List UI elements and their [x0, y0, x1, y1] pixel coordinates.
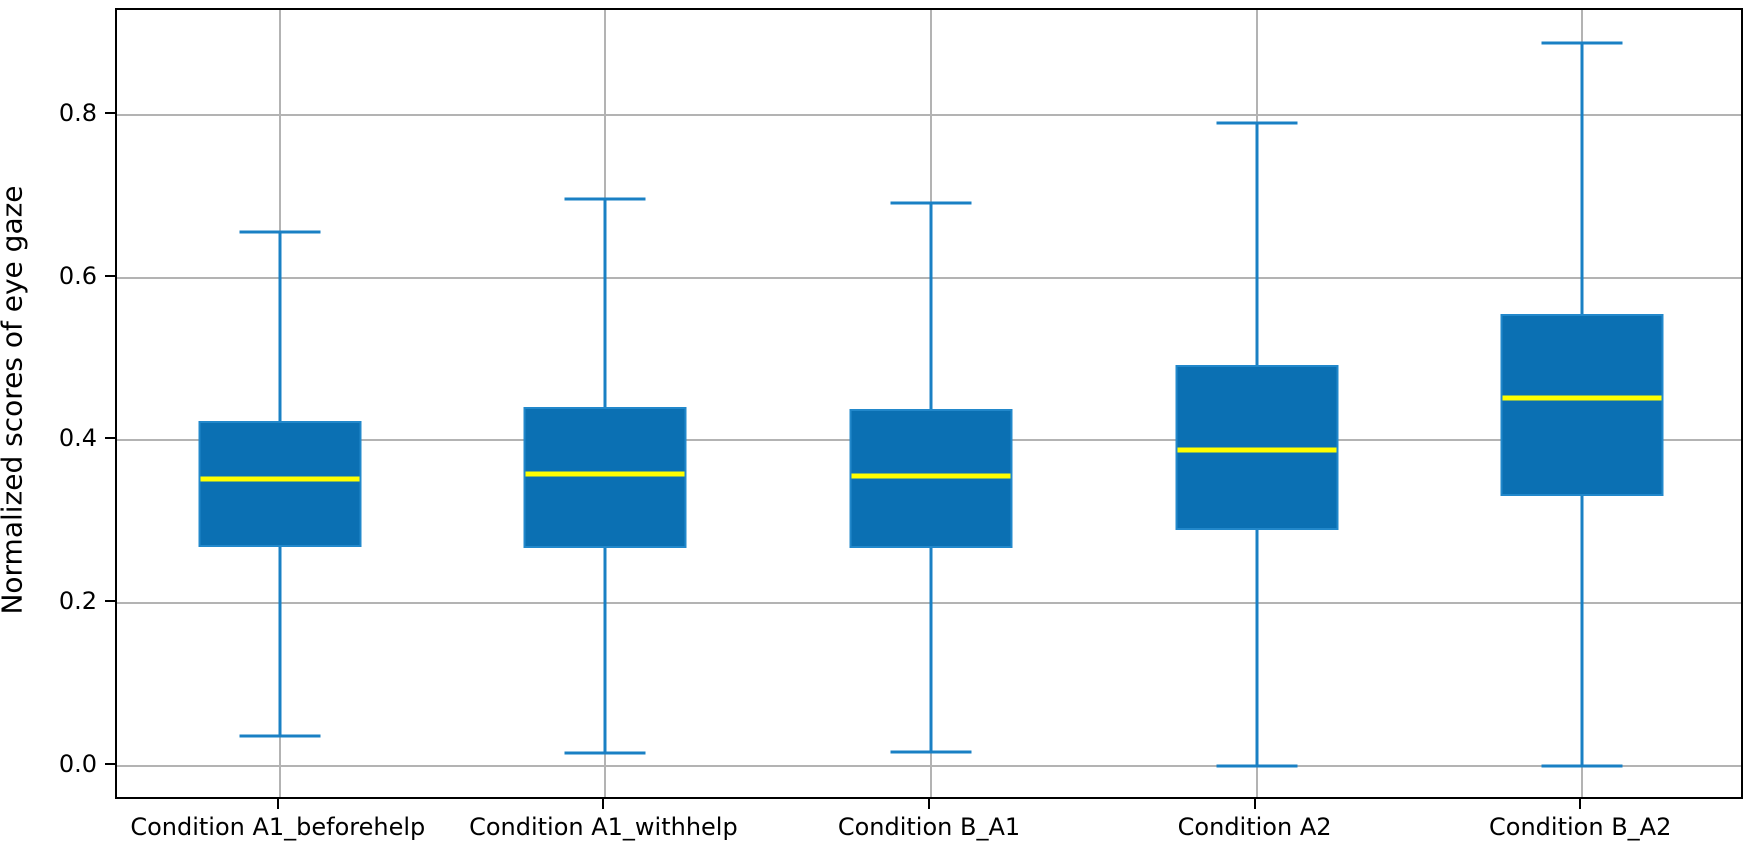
y-tick-label: 0.8: [58, 98, 97, 127]
whisker-cap-bottom: [1216, 764, 1298, 768]
y-tick-mark: [105, 274, 115, 277]
median-line: [851, 473, 1011, 479]
y-tick-label: 0.4: [58, 424, 97, 453]
y-tick-label: 0.6: [58, 261, 97, 290]
median-line: [525, 471, 685, 477]
median-line: [1502, 395, 1662, 401]
x-tick-mark: [602, 799, 605, 809]
y-axis-label: Normalized scores of eye gaze: [0, 185, 29, 615]
x-tick-mark: [928, 799, 930, 809]
x-tick-mark: [1253, 799, 1256, 809]
whisker-cap-bottom: [1541, 764, 1623, 768]
y-tick-label: 0.0: [58, 749, 97, 778]
whisker-cap-top: [1216, 121, 1298, 125]
y-gridline: [117, 601, 1741, 604]
y-tick-label: 0.2: [58, 586, 97, 615]
median-line: [1177, 447, 1337, 453]
box-rect: [198, 420, 362, 547]
y-gridline: [117, 276, 1741, 279]
x-tick-mark: [1579, 799, 1582, 809]
y-gridline: [117, 764, 1741, 767]
box-rect: [523, 406, 687, 549]
box-rect: [1500, 314, 1664, 497]
whisker-cap-top: [239, 230, 321, 234]
y-gridline: [117, 113, 1741, 116]
whisker-cap-bottom: [890, 750, 972, 754]
whisker-cap-top: [1541, 41, 1623, 45]
plot-area: [115, 8, 1743, 799]
median-line: [200, 476, 360, 482]
x-tick-label: Condition B_A1: [837, 813, 1021, 841]
whisker-cap-bottom: [239, 734, 321, 738]
whisker-cap-top: [890, 201, 972, 205]
y-tick-mark: [105, 437, 115, 440]
x-tick-label: Condition A1_withhelp: [469, 813, 738, 841]
x-tick-label: Condition B_A2: [1489, 813, 1672, 841]
x-tick-mark: [276, 799, 279, 809]
y-tick-mark: [105, 599, 115, 602]
y-tick-mark: [105, 111, 115, 114]
x-tick-label: Condition A1_beforehelp: [130, 813, 426, 841]
y-tick-mark: [105, 762, 115, 765]
x-tick-label: Condition A2: [1177, 813, 1332, 841]
whisker-cap-bottom: [564, 751, 646, 755]
whisker-cap-top: [564, 197, 646, 201]
